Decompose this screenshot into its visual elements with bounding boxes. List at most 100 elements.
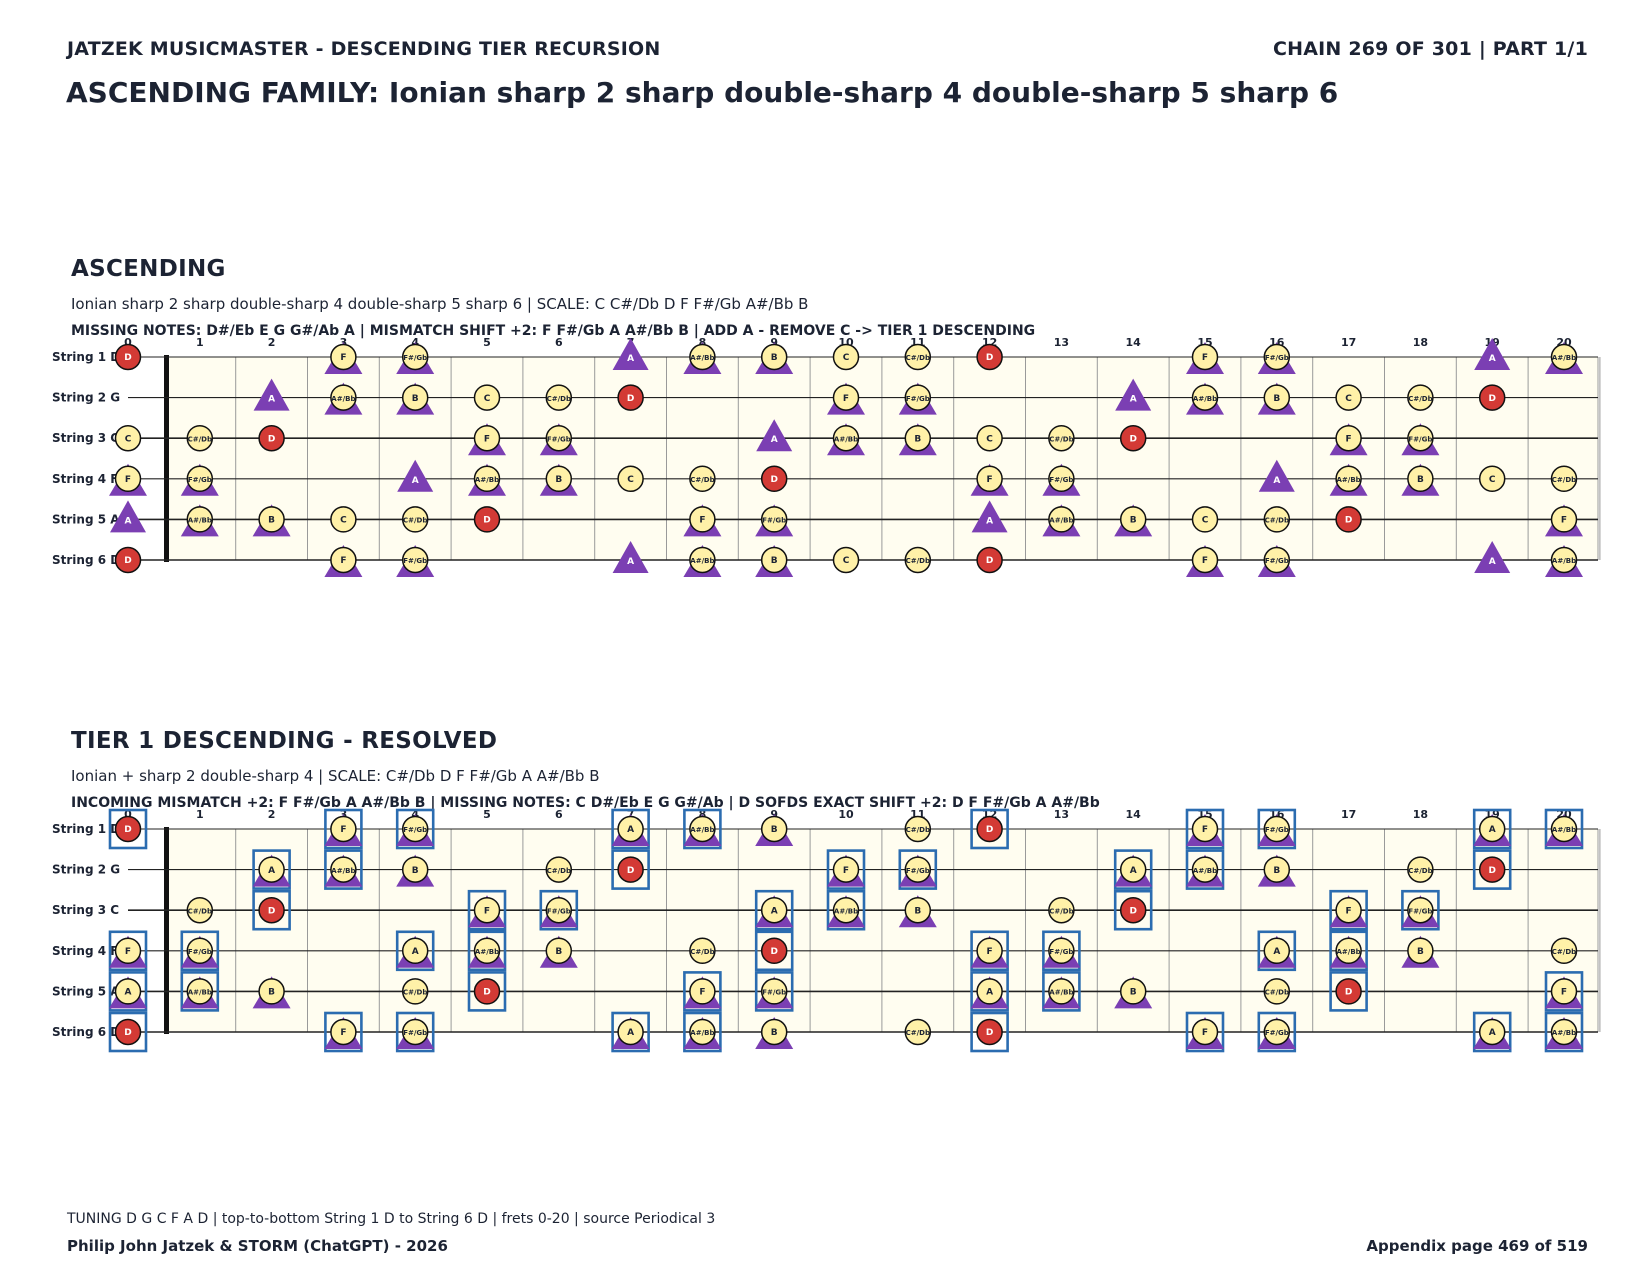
note-marker: C#/Db [1048, 896, 1075, 924]
string-label: String 4 F [52, 944, 118, 958]
note-marker: A [1113, 849, 1153, 890]
note-marker: A#/Bb [180, 971, 220, 1012]
mismatch-box [467, 971, 507, 1012]
note-circle [1550, 978, 1578, 1005]
note-marker: F [1185, 1011, 1225, 1053]
note-circle [186, 424, 214, 452]
note-marker: D [258, 424, 285, 452]
mismatch-box [1544, 1011, 1584, 1053]
note-circle [1550, 343, 1578, 371]
note-marker: D [1329, 971, 1368, 1012]
note-circle [473, 424, 501, 452]
mismatch-box [1257, 808, 1297, 850]
mismatch-box [252, 889, 291, 931]
note-marker: C [832, 546, 860, 574]
note-label: F#/Gb [1265, 826, 1289, 834]
mismatch-box [1257, 1011, 1297, 1053]
note-marker: D [252, 889, 291, 931]
note-marker: F [1544, 971, 1584, 1012]
note-label: F [987, 475, 993, 485]
note-marker: C [617, 465, 644, 493]
note-label: A#/Bb [188, 989, 212, 997]
note-circle [904, 546, 932, 574]
mismatch-box [754, 971, 794, 1012]
string-label: String 5 A [52, 984, 120, 998]
mismatch-box [1472, 808, 1512, 850]
note-marker: A [1258, 459, 1295, 492]
note-label: A [1273, 947, 1280, 957]
note-marker: C [976, 424, 1003, 452]
note-label: C#/Db [547, 867, 571, 875]
mismatch-box [1544, 971, 1584, 1012]
note-label: A#/Bb [1337, 476, 1361, 484]
note-circle [760, 546, 788, 574]
note-circle [1478, 465, 1506, 493]
note-circle [904, 343, 932, 371]
note-label: F [1202, 1028, 1208, 1038]
root-note-circle [1119, 424, 1147, 452]
fret-number: 1 [196, 808, 204, 821]
note-label: F#/Gb [188, 948, 212, 956]
note-circle [1119, 506, 1147, 533]
note-marker: B [396, 382, 435, 415]
fretboard-background [167, 357, 1598, 560]
mismatch-box [395, 930, 435, 972]
root-note-circle [1478, 384, 1506, 411]
note-label: F#/Gb [1049, 948, 1073, 956]
note-marker: B [755, 814, 794, 846]
note-marker: A#/Bb [180, 504, 219, 537]
fret-number: 0 [124, 808, 132, 821]
note-label: B [1417, 475, 1424, 485]
note-marker: F#/Gb [1257, 342, 1296, 374]
note-circle [1335, 896, 1362, 924]
note-label: F#/Gb [403, 354, 427, 362]
nut [164, 827, 169, 1034]
note-label: F#/Gb [906, 867, 930, 875]
note-circle [258, 856, 285, 883]
note-circle [1550, 937, 1578, 965]
root-note-circle [760, 465, 788, 493]
mismatch-box [108, 1011, 148, 1053]
note-circle [1191, 856, 1219, 883]
fret-number: 17 [1341, 336, 1356, 349]
fret-number: 18 [1413, 336, 1428, 349]
root-note-circle [976, 1018, 1003, 1046]
root-note-circle [976, 815, 1003, 843]
string-label: String 6 D [52, 553, 120, 567]
note-label: C [986, 434, 993, 444]
note-marker: A#/Bb [683, 808, 722, 850]
note-circle [689, 937, 716, 965]
note-label: B [1273, 866, 1280, 876]
note-circle [1407, 384, 1434, 411]
note-circle [1048, 937, 1075, 965]
fret-number: 10 [838, 808, 854, 821]
note-circle [1407, 424, 1434, 452]
mismatch-box [1113, 889, 1153, 931]
note-label: C#/Db [188, 435, 212, 443]
note-label: C#/Db [1408, 395, 1432, 403]
note-circle [545, 465, 573, 493]
note-label: F#/Gb [1049, 476, 1073, 484]
note-marker: F#/Gb [1257, 808, 1297, 850]
note-marker: A [1474, 338, 1511, 370]
note-circle [401, 815, 429, 843]
note-marker: C [832, 343, 860, 371]
root-note-circle [1478, 856, 1506, 883]
triangle-marker [397, 459, 434, 492]
note-circle [760, 815, 788, 843]
note-label: B [1417, 947, 1424, 957]
note-marker: A#/Bb [1544, 808, 1584, 850]
note-label: A [1489, 1028, 1496, 1038]
mismatch-box [611, 849, 650, 890]
note-label: D [627, 394, 634, 404]
mismatch-box [1042, 930, 1081, 972]
mismatch-box [395, 1011, 435, 1053]
note-marker: F#/Gb [754, 971, 794, 1012]
note-circle [832, 856, 860, 883]
note-circle [473, 384, 501, 411]
mismatch-box [1329, 930, 1368, 972]
note-circle [186, 937, 214, 965]
note-circle [473, 896, 501, 924]
triangle-marker [1474, 338, 1511, 370]
note-circle [832, 896, 860, 924]
